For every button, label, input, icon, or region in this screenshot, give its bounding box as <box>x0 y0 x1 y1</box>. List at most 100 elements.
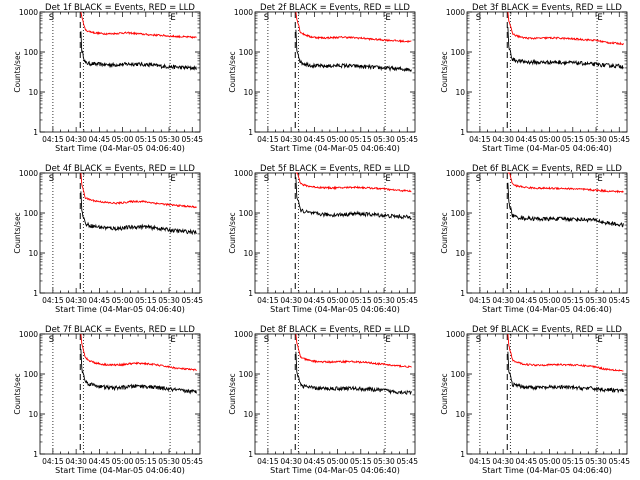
x-tick-label: 04:30 <box>65 296 87 305</box>
x-tick-label: 04:15 <box>469 296 491 305</box>
x-tick-label: 04:45 <box>89 296 111 305</box>
y-axis-label: Counts/sec <box>440 373 449 414</box>
y-tick-label: 1 <box>460 128 465 137</box>
x-axis-label: Start Time (04-Mar-05 04:06:40) <box>55 305 185 314</box>
lld-series-line <box>507 333 624 372</box>
x-tick-label: 04:45 <box>89 457 111 466</box>
panel-3: Det 3f BLACK = Events, RED = LLD 1 10 100 10… <box>440 3 630 153</box>
x-tick-label: 05:00 <box>112 296 134 305</box>
x-tick-label: 05:45 <box>396 135 418 144</box>
y-tick-label: 1 <box>460 289 465 298</box>
y-tick-label: 1 <box>248 289 253 298</box>
x-tick-label: 04:15 <box>42 457 64 466</box>
x-tick-label: 05:00 <box>539 135 561 144</box>
x-axis-label: Start Time (04-Mar-05 04:06:40) <box>482 466 612 475</box>
start-marker: S <box>49 13 54 23</box>
x-tick-label: 05:45 <box>181 457 203 466</box>
x-tick-label: 05:15 <box>562 135 584 144</box>
panel-4: Det 4f BLACK = Events, RED = LLD 1 10 100 10… <box>13 164 203 314</box>
x-tick-label: 05:30 <box>373 135 395 144</box>
lld-series-line <box>295 333 412 369</box>
y-tick-label: 1000 <box>234 330 253 339</box>
panel-7: Det 7f BLACK = Events, RED = LLD 1 10 100 10… <box>13 325 203 475</box>
events-series-line <box>507 351 624 394</box>
y-tick-label: 10 <box>455 88 465 97</box>
y-tick-label: 100 <box>24 48 39 57</box>
y-axis-label: Counts/sec <box>228 212 237 253</box>
panel-title: Det 5f BLACK = Events, RED = LLD <box>260 164 410 174</box>
plot-frame <box>254 172 416 294</box>
x-tick-label: 05:15 <box>562 296 584 305</box>
x-tick-label: 05:30 <box>585 296 607 305</box>
x-tick-label: 04:15 <box>469 457 491 466</box>
panel-title: Det 2f BLACK = Events, RED = LLD <box>260 3 410 13</box>
start-marker: S <box>264 174 269 184</box>
y-axis-label: Counts/sec <box>228 373 237 414</box>
panel-5: Det 5f BLACK = Events, RED = LLD 1 10 100 10… <box>228 164 418 314</box>
x-tick-label: 05:00 <box>327 135 349 144</box>
y-tick-label: 10 <box>243 249 253 258</box>
lld-series-line <box>80 333 197 372</box>
x-tick-label: 04:15 <box>257 457 279 466</box>
x-tick-label: 05:15 <box>350 457 372 466</box>
x-tick-label: 05:15 <box>350 135 372 144</box>
y-tick-label: 100 <box>239 209 254 218</box>
y-tick-label: 1000 <box>234 8 253 17</box>
x-tick-label: 05:30 <box>158 457 180 466</box>
panel-title: Det 4f BLACK = Events, RED = LLD <box>45 164 195 174</box>
panel-title: Det 7f BLACK = Events, RED = LLD <box>45 325 195 335</box>
plot-frame <box>39 333 201 455</box>
x-tick-label: 05:45 <box>396 457 418 466</box>
lld-series-line <box>295 172 412 193</box>
x-tick-label: 05:15 <box>135 296 157 305</box>
y-tick-label: 1 <box>33 289 38 298</box>
end-marker: E <box>170 13 175 23</box>
lld-series-line <box>295 11 412 44</box>
start-marker: S <box>49 335 54 345</box>
x-tick-label: 04:45 <box>516 135 538 144</box>
y-tick-label: 1 <box>248 450 253 459</box>
x-tick-label: 05:30 <box>158 296 180 305</box>
x-tick-label: 05:30 <box>158 135 180 144</box>
start-marker: S <box>476 335 481 345</box>
y-tick-label: 1 <box>33 450 38 459</box>
panel-title: Det 8f BLACK = Events, RED = LLD <box>260 325 410 335</box>
lld-series-line <box>80 172 197 209</box>
x-tick-label: 05:15 <box>135 135 157 144</box>
x-tick-label: 05:00 <box>112 135 134 144</box>
lld-series-line <box>507 11 624 46</box>
x-tick-label: 04:45 <box>516 296 538 305</box>
end-marker: E <box>597 174 602 184</box>
y-tick-label: 10 <box>28 410 38 419</box>
x-tick-label: 04:30 <box>280 135 302 144</box>
end-marker: E <box>385 174 390 184</box>
x-tick-label: 05:00 <box>539 296 561 305</box>
x-tick-label: 05:00 <box>327 296 349 305</box>
x-tick-label: 04:15 <box>257 135 279 144</box>
x-tick-label: 04:45 <box>304 296 326 305</box>
y-tick-label: 10 <box>455 410 465 419</box>
x-tick-label: 05:45 <box>608 296 630 305</box>
y-tick-label: 10 <box>455 249 465 258</box>
end-marker: E <box>597 335 602 345</box>
events-series-line <box>295 351 412 396</box>
y-tick-label: 10 <box>28 249 38 258</box>
y-axis-label: Counts/sec <box>440 212 449 253</box>
events-series-line <box>80 349 197 395</box>
y-tick-label: 100 <box>239 48 254 57</box>
plot-frame <box>466 172 628 294</box>
y-axis-label: Counts/sec <box>13 51 22 92</box>
y-tick-label: 100 <box>451 48 466 57</box>
plot-frame <box>39 172 201 294</box>
panel-title: Det 1f BLACK = Events, RED = LLD <box>45 3 195 13</box>
lld-series-line <box>80 11 197 40</box>
y-tick-label: 1000 <box>446 330 465 339</box>
y-tick-label: 1000 <box>19 330 38 339</box>
panel-title: Det 9f BLACK = Events, RED = LLD <box>472 325 622 335</box>
x-axis-label: Start Time (04-Mar-05 04:06:40) <box>482 144 612 153</box>
x-tick-label: 04:45 <box>516 457 538 466</box>
x-tick-label: 05:15 <box>135 457 157 466</box>
x-tick-label: 05:30 <box>373 457 395 466</box>
panel-title: Det 3f BLACK = Events, RED = LLD <box>472 3 622 13</box>
